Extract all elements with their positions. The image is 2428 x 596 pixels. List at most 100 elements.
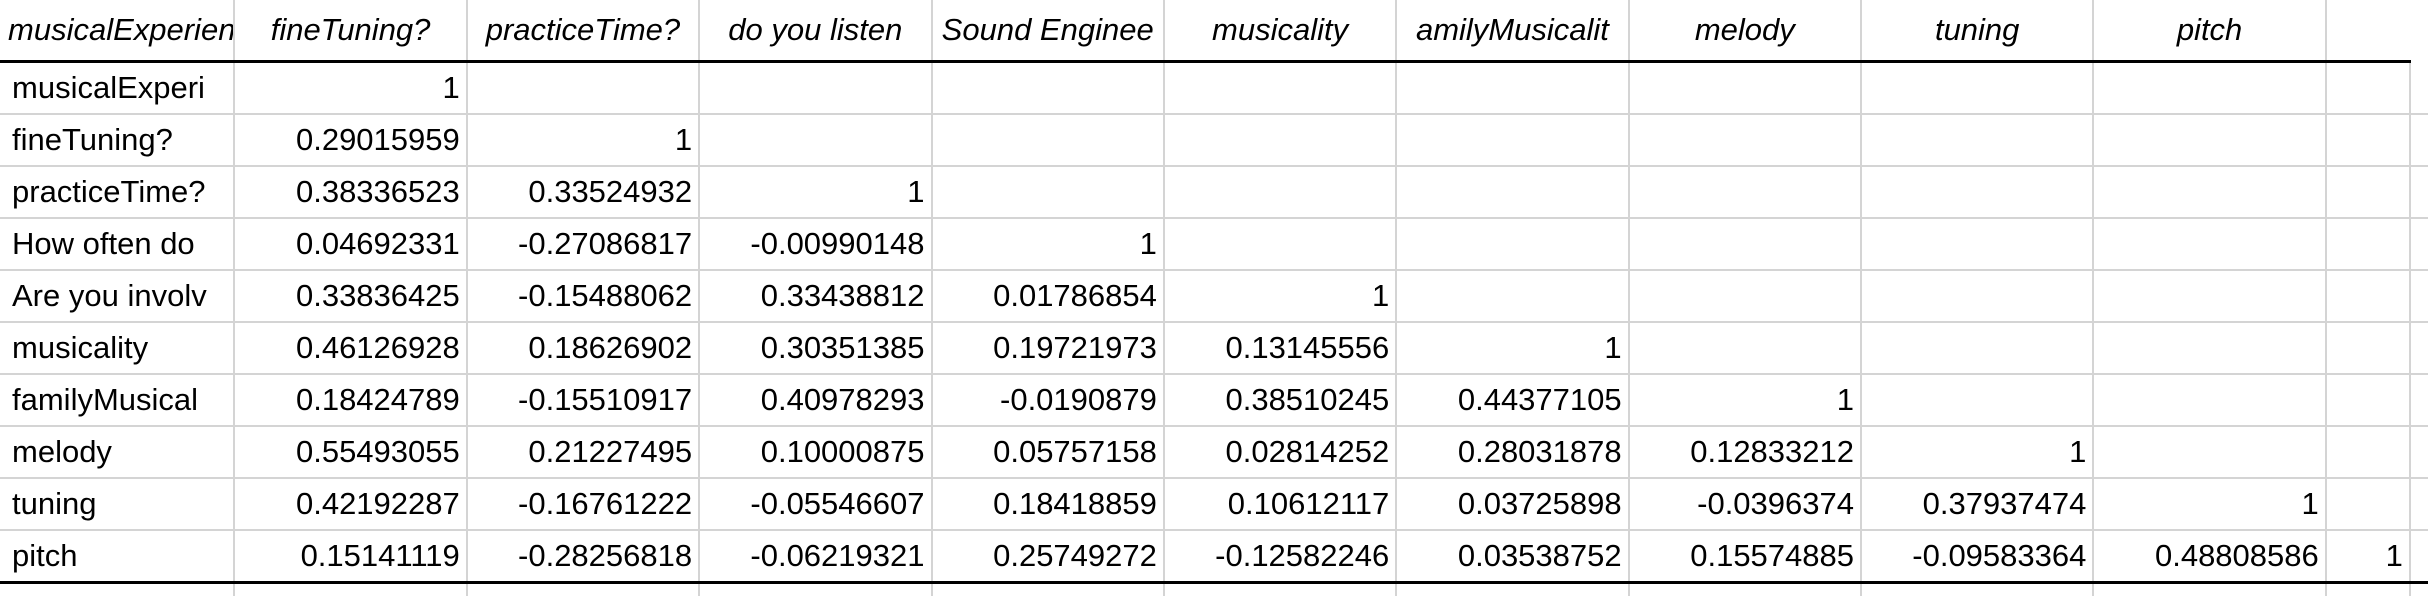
table-cell[interactable]: 0.18418859	[931, 478, 1165, 531]
table-cell[interactable]: 1	[1396, 322, 1630, 375]
table-cell[interactable]	[2325, 374, 2411, 427]
row-label-cell[interactable]: Are you involv	[0, 270, 236, 323]
table-cell[interactable]: 0.55493055	[234, 426, 468, 479]
table-cell[interactable]	[1163, 114, 1398, 167]
column-header-cell[interactable]: musicality	[1163, 0, 1398, 63]
table-cell[interactable]: 0.02814252	[1163, 426, 1398, 479]
table-cell[interactable]	[1861, 114, 2095, 167]
table-cell[interactable]	[1628, 218, 1863, 271]
table-cell[interactable]	[2093, 426, 2327, 479]
table-cell[interactable]	[931, 114, 1165, 167]
empty-cell[interactable]	[0, 582, 236, 596]
empty-cell[interactable]	[466, 582, 701, 596]
table-cell[interactable]: 1	[2325, 530, 2411, 584]
row-label-cell[interactable]: fineTuning?	[0, 114, 236, 167]
column-header-cell[interactable]: do you listen	[699, 0, 933, 63]
table-cell[interactable]: 0.10000875	[699, 426, 933, 479]
table-cell[interactable]	[2325, 61, 2411, 115]
empty-cell[interactable]	[1396, 582, 1630, 596]
table-cell[interactable]	[1396, 114, 1630, 167]
table-cell[interactable]	[2093, 270, 2327, 323]
table-cell[interactable]: 0.42192287	[234, 478, 468, 531]
row-label-cell[interactable]: familyMusical	[0, 374, 236, 427]
table-cell[interactable]	[2093, 114, 2327, 167]
table-cell[interactable]	[1628, 114, 1863, 167]
table-cell[interactable]: 0.38510245	[1163, 374, 1398, 427]
table-cell[interactable]: 0.04692331	[234, 218, 468, 271]
table-cell[interactable]: 0.38336523	[234, 166, 468, 219]
empty-cell[interactable]	[1861, 582, 2095, 596]
column-header-cell[interactable]: melody	[1628, 0, 1863, 63]
table-cell[interactable]: 0.21227495	[466, 426, 701, 479]
table-cell[interactable]	[2325, 270, 2411, 323]
table-cell[interactable]	[1861, 166, 2095, 219]
column-header-cell[interactable]: musicalExperienc	[0, 0, 236, 63]
table-cell[interactable]	[2093, 218, 2327, 271]
table-cell[interactable]: 0.40978293	[699, 374, 933, 427]
column-header-cell[interactable]: Sound Enginee	[931, 0, 1165, 63]
table-cell[interactable]	[1396, 166, 1630, 219]
table-cell[interactable]	[1396, 61, 1630, 115]
empty-cell[interactable]	[1628, 582, 1863, 596]
table-cell[interactable]: 1	[466, 114, 701, 167]
table-cell[interactable]: 0.48808586	[2093, 530, 2327, 584]
table-cell[interactable]: -0.0396374	[1628, 478, 1863, 531]
table-cell[interactable]: 1	[1628, 374, 1863, 427]
row-label-cell[interactable]: musicalExperi	[0, 61, 236, 115]
row-label-cell[interactable]: tuning	[0, 478, 236, 531]
empty-cell[interactable]	[931, 582, 1165, 596]
empty-cell[interactable]	[699, 582, 933, 596]
table-cell[interactable]	[931, 61, 1165, 115]
table-cell[interactable]: 0.15574885	[1628, 530, 1863, 584]
table-cell[interactable]: 0.03725898	[1396, 478, 1630, 531]
table-cell[interactable]	[2325, 322, 2411, 375]
table-cell[interactable]: 0.03538752	[1396, 530, 1630, 584]
table-cell[interactable]	[1628, 270, 1863, 323]
table-cell[interactable]	[1163, 61, 1398, 115]
table-cell[interactable]	[1861, 374, 2095, 427]
table-cell[interactable]: 0.05757158	[931, 426, 1165, 479]
table-cell[interactable]: 0.29015959	[234, 114, 468, 167]
table-cell[interactable]	[699, 114, 933, 167]
row-label-cell[interactable]: practiceTime?	[0, 166, 236, 219]
empty-cell[interactable]	[1163, 582, 1398, 596]
table-cell[interactable]: 1	[2093, 478, 2327, 531]
table-cell[interactable]: 0.33836425	[234, 270, 468, 323]
row-label-cell[interactable]: pitch	[0, 530, 236, 584]
table-cell[interactable]	[699, 61, 933, 115]
table-cell[interactable]	[2093, 166, 2327, 219]
table-cell[interactable]: 0.46126928	[234, 322, 468, 375]
table-cell[interactable]: 1	[1861, 426, 2095, 479]
table-cell[interactable]: 0.30351385	[699, 322, 933, 375]
table-cell[interactable]	[1861, 218, 2095, 271]
table-cell[interactable]: 0.10612117	[1163, 478, 1398, 531]
table-cell[interactable]: 0.19721973	[931, 322, 1165, 375]
table-cell[interactable]: 0.01786854	[931, 270, 1165, 323]
table-cell[interactable]: -0.00990148	[699, 218, 933, 271]
table-cell[interactable]	[1628, 322, 1863, 375]
row-label-cell[interactable]: melody	[0, 426, 236, 479]
table-cell[interactable]: 0.28031878	[1396, 426, 1630, 479]
table-cell[interactable]	[2325, 166, 2411, 219]
column-header-cell[interactable]: practiceTime?	[466, 0, 701, 63]
table-cell[interactable]: 0.33438812	[699, 270, 933, 323]
column-header-cell[interactable]: tuning	[1861, 0, 2095, 63]
table-cell[interactable]	[931, 166, 1165, 219]
empty-cell[interactable]	[2325, 582, 2411, 596]
table-cell[interactable]: 1	[699, 166, 933, 219]
table-cell[interactable]: -0.0190879	[931, 374, 1165, 427]
table-cell[interactable]: -0.15510917	[466, 374, 701, 427]
table-cell[interactable]	[1396, 270, 1630, 323]
table-cell[interactable]	[1396, 218, 1630, 271]
empty-cell[interactable]	[2093, 582, 2327, 596]
table-cell[interactable]: 0.15141119	[234, 530, 468, 584]
table-cell[interactable]: -0.15488062	[466, 270, 701, 323]
table-cell[interactable]	[2093, 322, 2327, 375]
table-cell[interactable]: 0.13145556	[1163, 322, 1398, 375]
table-cell[interactable]: -0.28256818	[466, 530, 701, 584]
table-cell[interactable]	[2093, 374, 2327, 427]
table-cell[interactable]	[2325, 218, 2411, 271]
table-cell[interactable]: 0.25749272	[931, 530, 1165, 584]
column-header-cell[interactable]: pitch	[2093, 0, 2327, 63]
row-label-cell[interactable]: musicality	[0, 322, 236, 375]
